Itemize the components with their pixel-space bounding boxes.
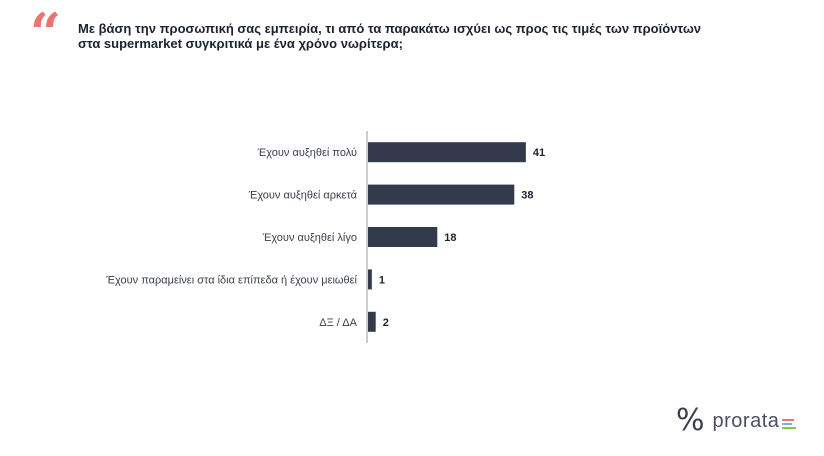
data-label: 41: [533, 147, 545, 159]
category-label: Έχουν αυξηθεί πολύ: [257, 147, 357, 159]
bar: [368, 269, 372, 290]
bar: [368, 227, 438, 247]
question-line-1: Με βάση την προσωπική σας εμπειρία, τι α…: [78, 21, 702, 36]
prorata-logo: % prorata: [676, 403, 797, 438]
data-label: 1: [379, 274, 385, 286]
data-label: 2: [383, 317, 389, 329]
category-label: Έχουν αυξηθεί λίγο: [262, 232, 357, 244]
category-label: ΔΞ / ΔΑ: [319, 317, 357, 329]
data-label: 18: [444, 232, 456, 244]
logo-bar: [782, 423, 793, 425]
question-line-2: στα supermarket συγκριτικά με ένα χρόνο …: [78, 36, 403, 51]
category-label: Έχουν παραμείνει στα ίδια επίπεδα ή έχου…: [105, 274, 357, 286]
percent-logo-icon: %: [676, 403, 705, 438]
question-title: Με βάση την προσωπική σας εμπειρία, τι α…: [78, 21, 778, 51]
quote-icon: “: [30, 1, 62, 65]
logo-bars-icon: [782, 419, 797, 429]
logo-bar: [782, 427, 797, 429]
category-label: Έχουν αυξηθεί αρκετά: [248, 190, 358, 202]
bar: [368, 184, 515, 205]
data-label: 38: [521, 190, 533, 202]
logo-text: prorata: [712, 409, 780, 432]
bar: [368, 142, 526, 163]
bar: [368, 311, 376, 332]
logo-bar: [782, 419, 795, 421]
